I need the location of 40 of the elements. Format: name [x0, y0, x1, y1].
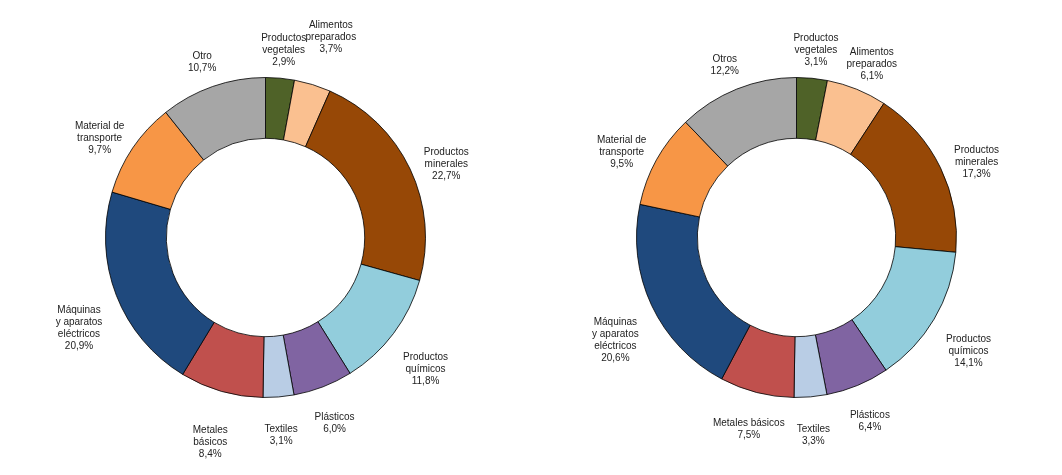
- slice-label: Metales básicos: [192, 423, 228, 447]
- slice-label: Otro: [192, 50, 213, 62]
- slice-label: Material de transporte: [74, 119, 125, 143]
- data-label: 3,1%: [269, 434, 293, 446]
- slice-label: Metales básicos: [712, 417, 785, 429]
- data-label: 20,9%: [64, 339, 94, 351]
- slice-label: Productos vegetales: [793, 32, 839, 56]
- slice-label: Material de transporte: [596, 134, 647, 158]
- data-label: 2,9%: [272, 56, 296, 68]
- slice-label: Plásticos: [314, 410, 355, 422]
- slice-label: Productos químicos: [403, 351, 449, 375]
- slice-label: Otros: [712, 53, 737, 65]
- data-label: 6,1%: [860, 70, 884, 82]
- data-label: 10,7%: [187, 62, 217, 74]
- data-label: 3,7%: [319, 43, 343, 55]
- data-label: 20,6%: [601, 352, 630, 364]
- slice-label: Alimentos preparados: [305, 19, 357, 43]
- data-label: 14,1%: [954, 357, 983, 369]
- data-label: 22,7%: [432, 169, 461, 181]
- data-label: 17,3%: [962, 168, 991, 180]
- data-label: 6,0%: [323, 422, 347, 434]
- data-label: 12,2%: [710, 65, 740, 77]
- slice-label: Máquinas y aparatos eléctricos: [55, 303, 103, 339]
- data-label: 7,5%: [737, 429, 761, 441]
- data-label: 9,5%: [610, 158, 634, 170]
- slice-label: Textiles: [796, 422, 831, 434]
- data-label: 8,4%: [198, 447, 222, 459]
- slice-label: Productos minerales: [423, 145, 469, 169]
- slice-label: Textiles: [264, 422, 298, 434]
- data-label: 9,7%: [88, 143, 112, 155]
- slice-label: Máquinas y aparatos eléctricos: [592, 316, 639, 352]
- slice-label: Productos vegetales: [261, 32, 307, 56]
- data-label: 3,1%: [804, 56, 828, 68]
- slice-label: Alimentos preparados: [846, 46, 898, 70]
- slice-label: Productos químicos: [946, 333, 992, 357]
- slice-label: Productos minerales: [954, 144, 1000, 168]
- slice-label: Plásticos: [849, 408, 890, 420]
- data-label: 11,8%: [411, 375, 440, 387]
- data-label: 6,4%: [858, 420, 882, 432]
- data-label: 3,3%: [801, 434, 825, 446]
